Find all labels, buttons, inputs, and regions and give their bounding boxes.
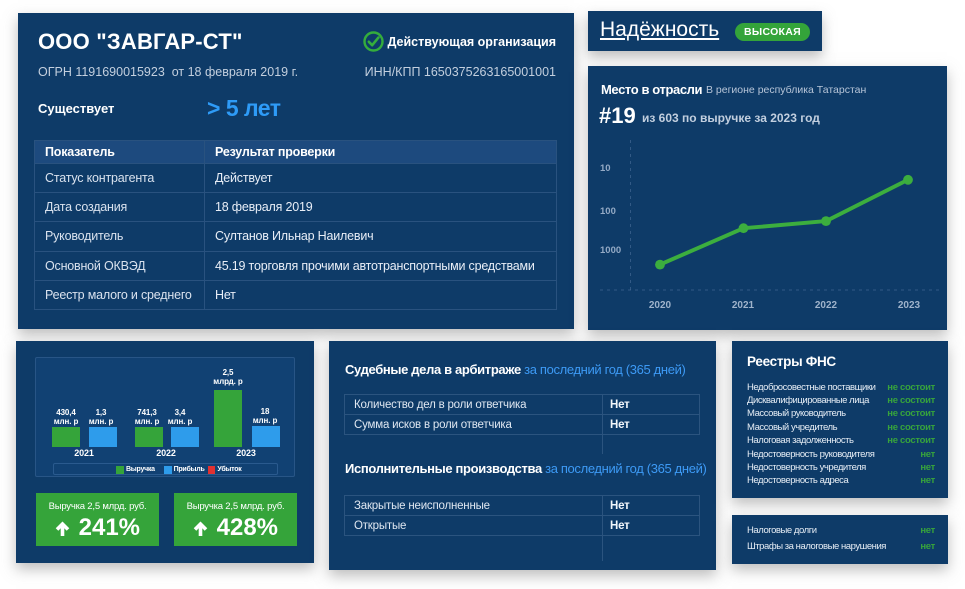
- svg-text:100: 100: [600, 206, 616, 217]
- svg-text:2021: 2021: [732, 300, 755, 311]
- svg-text:2020: 2020: [649, 300, 672, 311]
- svg-text:1000: 1000: [600, 245, 621, 256]
- svg-text:2022: 2022: [815, 300, 838, 311]
- svg-text:2023: 2023: [898, 300, 921, 311]
- svg-text:10: 10: [600, 163, 611, 174]
